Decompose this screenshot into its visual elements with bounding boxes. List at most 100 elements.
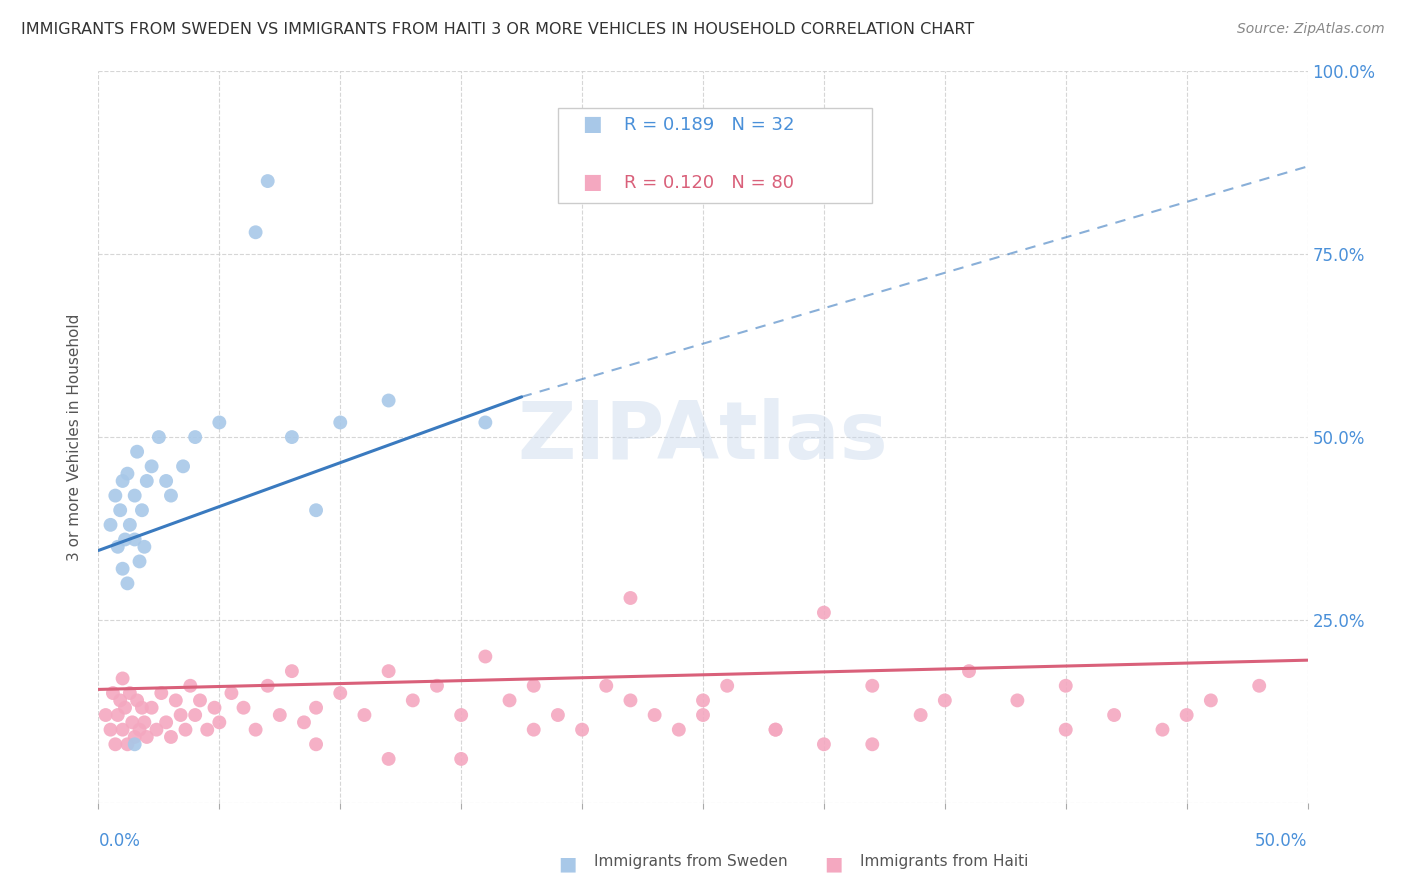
Point (498, 693, 520, 707)
Point (571, 723, 593, 737)
Point (100, 517, 122, 532)
Point (118, 686, 141, 700)
Point (245, 225, 267, 239)
Point (668, 723, 690, 737)
Point (155, 715, 177, 730)
Point (134, 540, 156, 554)
Point (245, 723, 267, 737)
Point (644, 708, 666, 723)
Point (957, 664, 980, 678)
Point (281, 430, 304, 444)
Point (329, 416, 352, 430)
Point (208, 715, 231, 730)
Point (108, 503, 131, 517)
Text: IMMIGRANTS FROM SWEDEN VS IMMIGRANTS FROM HAITI 3 OR MORE VEHICLES IN HOUSEHOLD : IMMIGRANTS FROM SWEDEN VS IMMIGRANTS FRO… (21, 22, 974, 37)
Point (160, 730, 183, 744)
Text: R = 0.120   N = 80: R = 0.120 N = 80 (624, 174, 794, 192)
Point (305, 503, 328, 517)
Point (377, 664, 399, 678)
Point (118, 517, 141, 532)
Text: Source: ZipAtlas.com: Source: ZipAtlas.com (1237, 22, 1385, 37)
Point (107, 540, 129, 554)
Point (179, 679, 201, 693)
Point (141, 700, 163, 714)
Point (692, 708, 714, 723)
Point (353, 708, 375, 723)
Point (127, 444, 149, 458)
Point (450, 752, 472, 766)
Point (402, 693, 425, 707)
Point (716, 679, 738, 693)
Point (1175, 708, 1198, 723)
Text: ZIPAtlas: ZIPAtlas (517, 398, 889, 476)
Point (114, 533, 136, 547)
Text: Immigrants from Sweden: Immigrants from Sweden (595, 854, 787, 869)
Text: ■: ■ (558, 854, 576, 873)
Point (204, 700, 226, 714)
Point (221, 686, 243, 700)
Point (117, 737, 139, 751)
Point (195, 723, 218, 737)
Point (94, 708, 117, 723)
Point (104, 489, 127, 503)
Point (141, 459, 163, 474)
Point (813, 737, 835, 751)
Text: 50.0%: 50.0% (1256, 832, 1308, 850)
Point (1249, 679, 1271, 693)
Point (188, 693, 211, 707)
Point (111, 562, 134, 576)
Point (148, 430, 170, 444)
Point (377, 393, 399, 408)
Point (124, 730, 146, 744)
Point (1102, 708, 1125, 723)
Point (619, 693, 641, 707)
Point (124, 737, 146, 751)
Point (860, 737, 883, 751)
Text: ■: ■ (582, 113, 602, 134)
Text: ■: ■ (824, 854, 842, 873)
Point (117, 576, 139, 591)
Point (100, 723, 122, 737)
Text: Immigrants from Haiti: Immigrants from Haiti (860, 854, 1029, 869)
Point (329, 686, 352, 700)
Point (172, 459, 194, 474)
Point (160, 489, 183, 503)
Point (450, 708, 472, 723)
Point (165, 693, 187, 707)
Point (232, 700, 254, 714)
Point (135, 730, 157, 744)
Point (111, 672, 134, 686)
Text: ■: ■ (582, 172, 602, 192)
Text: 0.0%: 0.0% (98, 832, 141, 850)
Point (813, 606, 835, 620)
Point (131, 503, 153, 517)
Point (117, 467, 139, 481)
FancyBboxPatch shape (558, 108, 872, 203)
Point (765, 723, 787, 737)
Point (860, 679, 883, 693)
Point (1007, 693, 1029, 707)
Point (107, 708, 129, 723)
Point (547, 708, 569, 723)
Point (595, 679, 617, 693)
Point (111, 723, 134, 737)
Point (184, 708, 207, 723)
Point (124, 533, 146, 547)
Point (1152, 723, 1174, 737)
Point (523, 679, 546, 693)
Point (256, 679, 278, 693)
Point (131, 700, 153, 714)
Point (114, 700, 136, 714)
Point (108, 693, 131, 707)
Point (135, 474, 157, 488)
Point (426, 679, 449, 693)
Point (474, 416, 496, 430)
Point (101, 686, 124, 700)
Point (692, 693, 714, 707)
Point (208, 416, 231, 430)
Point (145, 723, 167, 737)
Point (111, 474, 134, 488)
Point (121, 715, 143, 730)
Point (269, 708, 291, 723)
Point (1054, 723, 1077, 737)
